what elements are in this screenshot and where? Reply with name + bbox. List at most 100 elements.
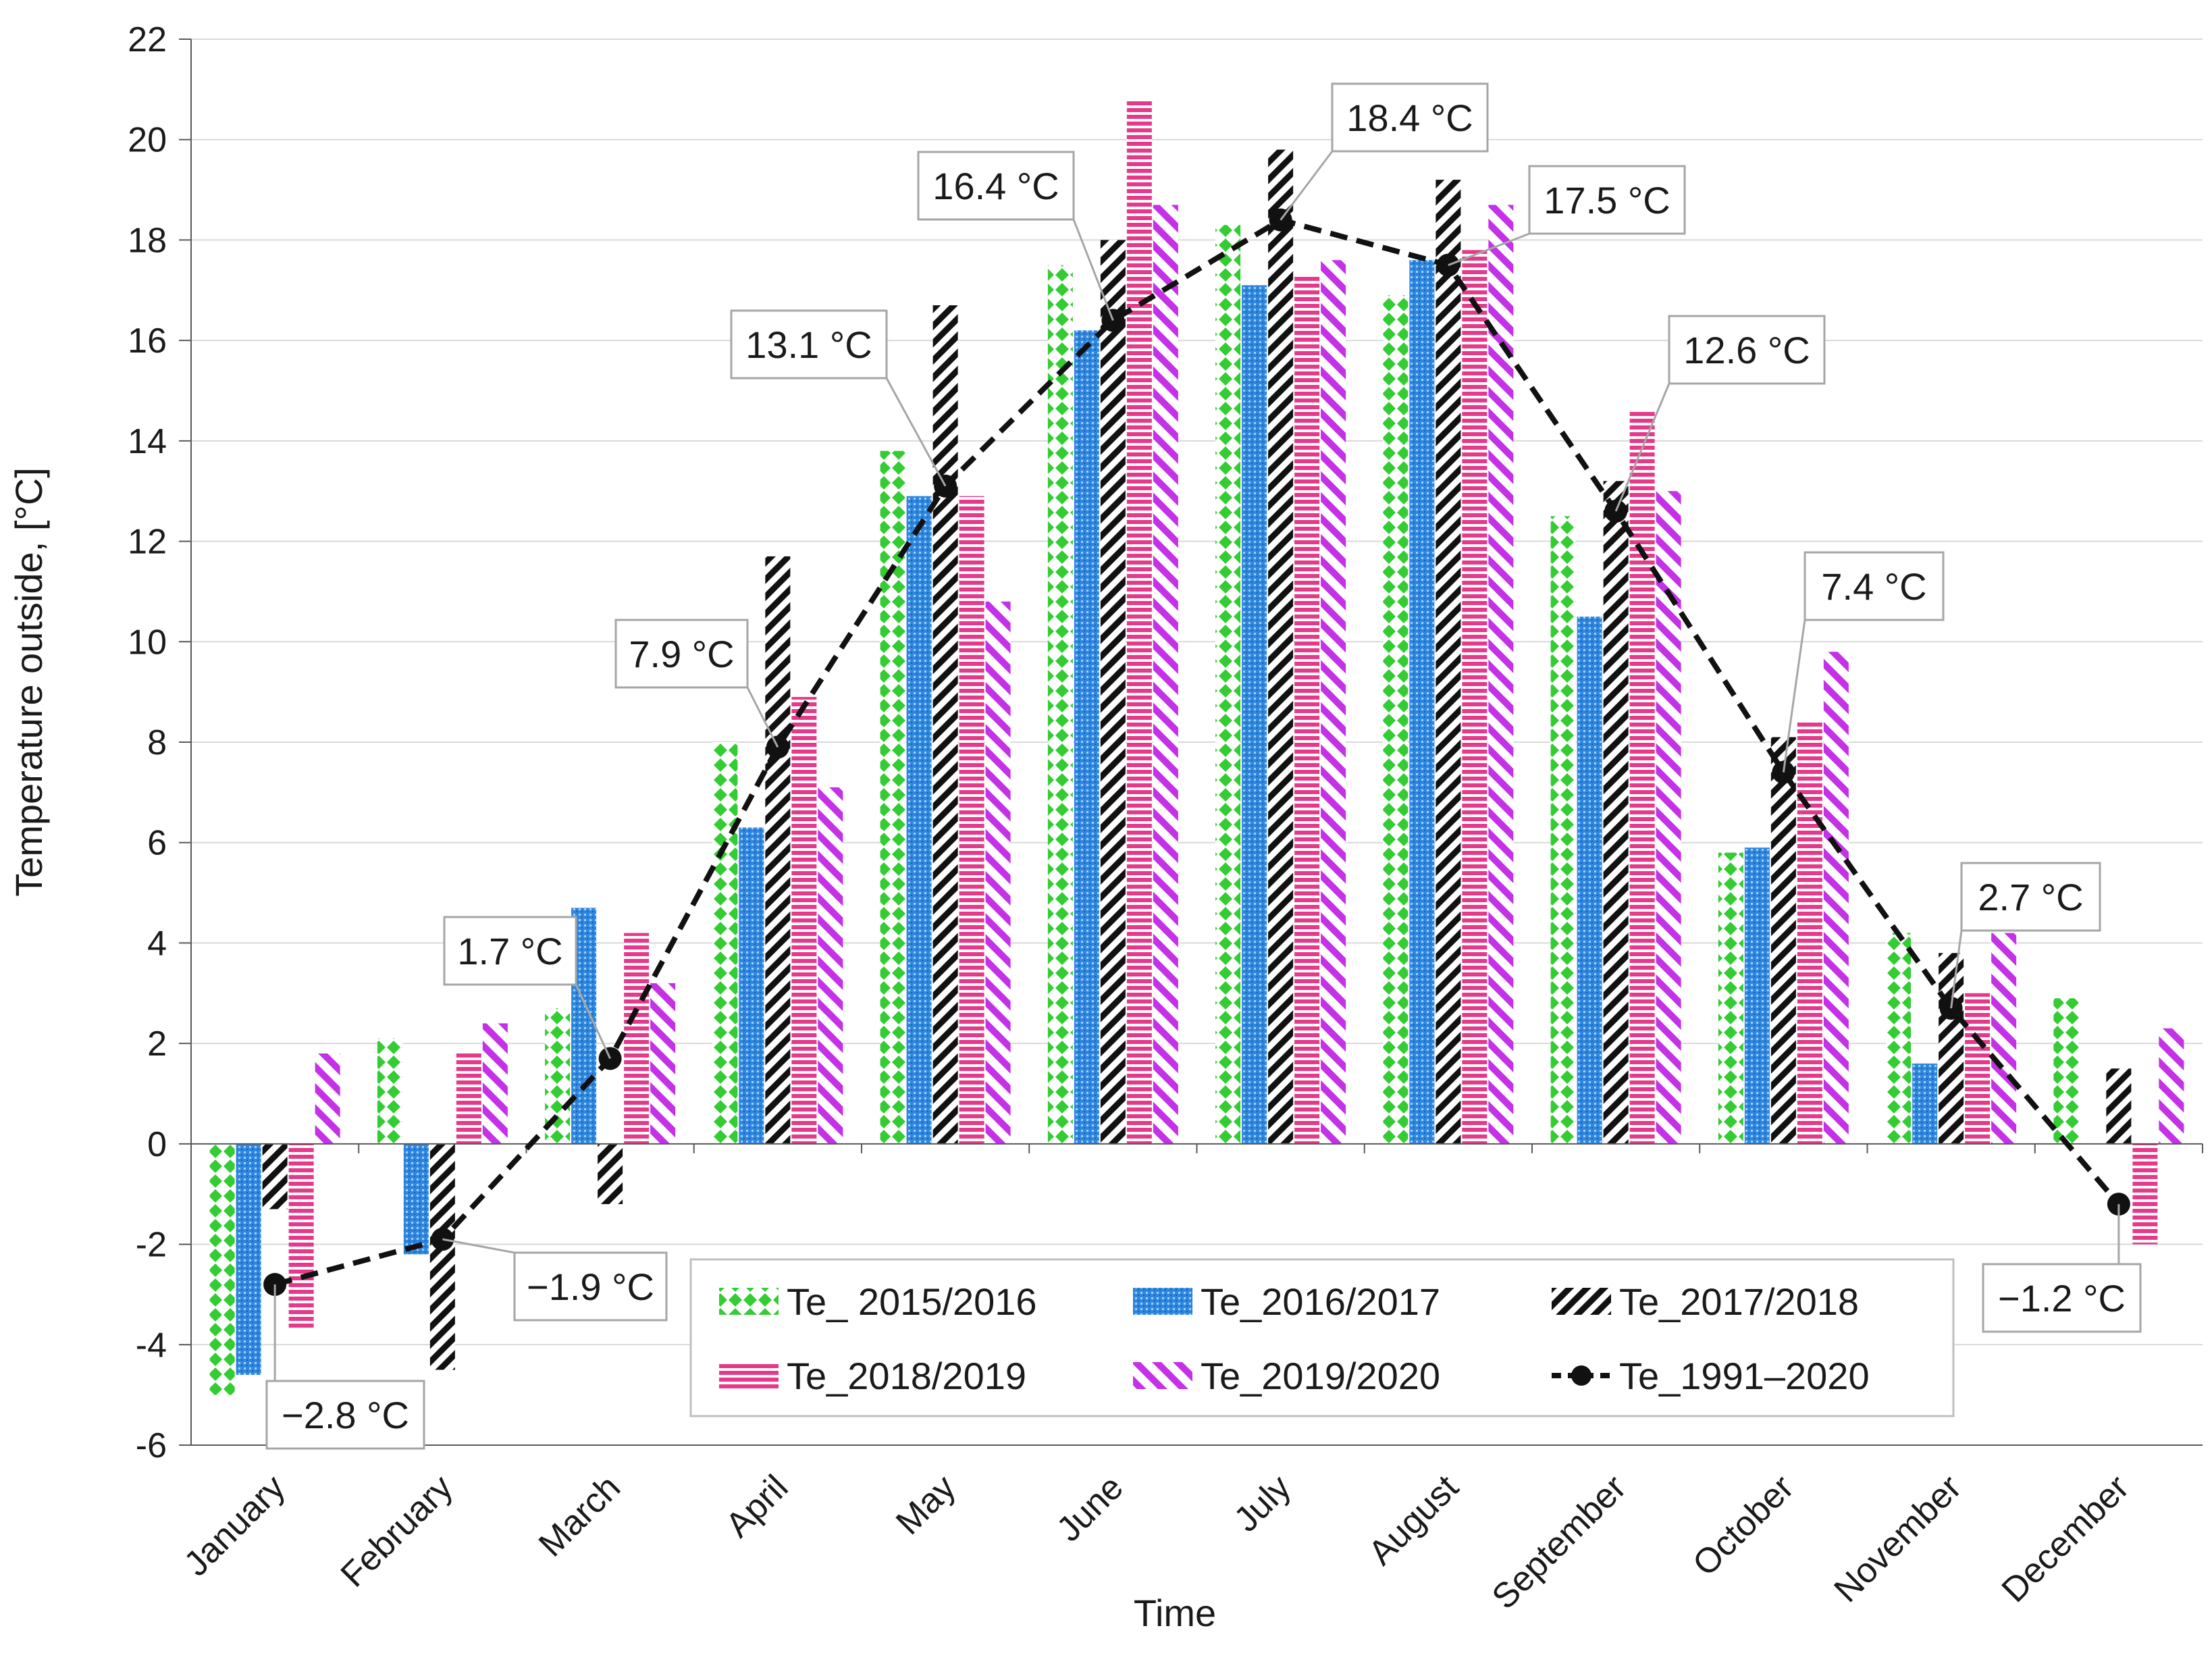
annotation-label-june: 16.4 °C — [932, 165, 1059, 207]
bar-te-2015-2016-november — [1886, 933, 1912, 1144]
bar-te-2015-2016-june — [1047, 265, 1073, 1144]
y-tick-label: 8 — [147, 723, 167, 762]
annotation-label-february: −1.9 °C — [527, 1265, 654, 1308]
y-tick-label: -4 — [136, 1326, 167, 1365]
annotation-box — [1331, 82, 1489, 153]
bar-te-2016-2017-november — [1912, 1063, 1938, 1144]
annotation-label-january: −2.8 °C — [282, 1394, 409, 1436]
bar-te-2018-2019-december — [2132, 1143, 2158, 1245]
annotations: −2.8 °C −1.9 °C 1.7 °C 7.9 °C 13.1 °C 16.4 °C… — [265, 82, 2142, 1450]
bar-te-2015-2016-april — [712, 742, 738, 1144]
annotation-box — [1668, 315, 1826, 385]
legend-label-te-2019-2020: Te_2019/2020 — [1201, 1355, 1440, 1397]
annotation-leader — [1448, 232, 1530, 267]
bar-te-2015-2016-december — [2053, 998, 2079, 1144]
bar-te-2017-2018-july — [1268, 149, 1294, 1144]
bar-te-2019-2020-october — [1823, 652, 1849, 1144]
annotation-label-december: −1.2 °C — [1998, 1277, 2126, 1320]
x-tick-label: September — [1485, 1467, 1634, 1617]
annotation-leader — [442, 1238, 515, 1254]
legend-swatch-te-2019-2020 — [1133, 1362, 1192, 1389]
bar-te-2019-2020-march — [650, 983, 676, 1144]
y-tick-label: 6 — [147, 824, 167, 863]
x-tick-label: June — [1049, 1467, 1131, 1549]
bar-te-2019-2020-august — [1488, 205, 1514, 1144]
bar-te-2019-2020-november — [1991, 933, 2017, 1144]
legend: Te_ 2015/2016 Te_2016/2017 Te_2017/2018 Te_… — [689, 1258, 1955, 1417]
bar-te-2018-2019-september — [1629, 411, 1655, 1144]
y-tick-label: -6 — [136, 1426, 167, 1465]
y-tick-label: 20 — [128, 121, 167, 160]
bar-te-2017-2018-april — [765, 556, 791, 1144]
annotation-box — [1528, 165, 1686, 235]
annotation-box — [1803, 551, 1945, 621]
bar-te-2017-2018-august — [1436, 180, 1461, 1144]
annotation-leader — [746, 687, 779, 748]
legend-swatch-te-2016-2017 — [1133, 1288, 1192, 1315]
legend-swatch-te-2018-2019 — [719, 1362, 779, 1389]
bar-te-2017-2018-june — [1100, 240, 1126, 1144]
bar-te-2018-2019-march — [624, 933, 650, 1144]
legend-box — [689, 1258, 1955, 1417]
x-tick-label: May — [889, 1467, 963, 1542]
x-tick-label: February — [334, 1467, 460, 1594]
annotation-label-april: 7.9 °C — [629, 633, 734, 675]
bar-te-2015-2016-august — [1383, 295, 1408, 1144]
bar-te-2018-2019-august — [1462, 250, 1487, 1144]
y-tick-label: 12 — [128, 523, 167, 562]
bar-te-2018-2019-june — [1126, 99, 1152, 1144]
bar-te-2019-2020-june — [1153, 205, 1178, 1144]
legend-label-te-2015-2016: Te_ 2015/2016 — [787, 1280, 1037, 1323]
annotation-leader — [1950, 930, 1963, 1009]
annotation-label-july: 18.4 °C — [1346, 97, 1473, 139]
annotation-leader — [1072, 219, 1114, 321]
annotation-label-september: 12.6 °C — [1683, 329, 1810, 371]
y-tick-label: 14 — [128, 422, 167, 461]
bar-te-2017-2018-november — [1939, 953, 1964, 1144]
legend-label-te-1991-2020: Te_1991–2020 — [1619, 1355, 1870, 1397]
bar-te-2019-2020-may — [985, 601, 1011, 1144]
bar-te-2016-2017-may — [906, 496, 932, 1144]
annotation-box — [265, 1380, 425, 1450]
bar-te-2016-2017-april — [739, 827, 764, 1144]
y-tick-label: 10 — [128, 623, 167, 662]
annotation-label-october: 7.4 °C — [1821, 565, 1926, 608]
legend-label-te-2017-2018: Te_2017/2018 — [1619, 1280, 1859, 1323]
annotation-leader — [1614, 383, 1670, 512]
legend-swatch-te-2017-2018 — [1552, 1288, 1611, 1315]
annotation-label-may: 13.1 °C — [745, 323, 872, 366]
y-tick-label: 0 — [147, 1125, 167, 1164]
annotation-label-march: 1.7 °C — [457, 930, 562, 972]
bar-te-2018-2019-november — [1965, 993, 1991, 1144]
legend-label-te-2018-2019: Te_2018/2019 — [787, 1355, 1026, 1397]
bar-te-2019-2020-december — [2159, 1028, 2184, 1144]
bar-te-2019-2020-january — [315, 1053, 340, 1144]
y-tick-label: 4 — [147, 924, 167, 963]
annotation-leader — [1782, 619, 1806, 773]
x-axis-title: Time — [1134, 1592, 1216, 1634]
bars — [209, 99, 2184, 1395]
annotation-box — [1960, 862, 2101, 932]
bar-te-2015-2016-september — [1550, 516, 1576, 1144]
bar-te-2017-2018-september — [1603, 481, 1629, 1144]
bar-te-2015-2016-february — [377, 1038, 402, 1144]
x-tick-label: December — [1995, 1467, 2137, 1610]
y-tick-label: 22 — [128, 20, 167, 59]
annotation-box — [513, 1251, 668, 1322]
bar-te-2015-2016-july — [1215, 225, 1241, 1144]
average-line — [263, 208, 2130, 1297]
bar-te-2018-2019-july — [1294, 275, 1320, 1144]
annotation-leader — [575, 984, 611, 1060]
x-tick-label: March — [531, 1467, 628, 1564]
annotation-leader — [1280, 151, 1334, 221]
annotation-box — [730, 309, 888, 380]
bar-te-2018-2019-april — [791, 697, 817, 1144]
bar-te-2015-2016-january — [209, 1143, 235, 1395]
y-axis-title: Temperature outside, [°C] — [7, 467, 50, 897]
x-tick-label: July — [1227, 1467, 1298, 1539]
annotation-label-november: 2.7 °C — [1978, 876, 2083, 918]
average-line-path — [274, 217, 2121, 1287]
bar-te-2019-2020-september — [1656, 491, 1681, 1144]
